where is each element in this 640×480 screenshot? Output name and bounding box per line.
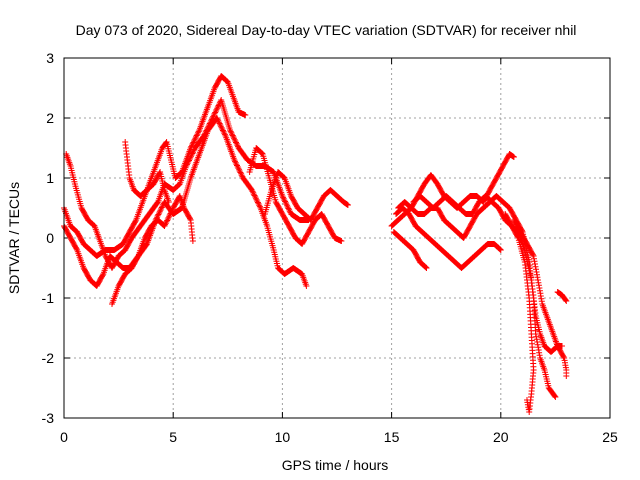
y-tick-label: -3 (42, 410, 55, 426)
x-tick-label: 0 (60, 429, 68, 445)
data-point-markers (388, 151, 517, 229)
data-points (61, 73, 570, 415)
data-point-markers (122, 139, 172, 205)
data-point-markers (502, 211, 537, 415)
series-arc-7 (261, 169, 351, 223)
y-axis-label: SDTVAR / TECUs (6, 182, 22, 294)
series-arc-15 (554, 289, 570, 304)
data-point-markers (61, 115, 310, 289)
y-tick-label: -1 (42, 290, 55, 306)
series-arc-6 (246, 145, 345, 247)
y-tick-label: 2 (46, 110, 54, 126)
series-arc-10 (393, 205, 504, 271)
x-axis-label: GPS time / hours (282, 457, 389, 473)
series-arc-13 (502, 211, 537, 415)
data-point-markers (510, 217, 565, 349)
series-arc-5 (122, 139, 172, 205)
x-tick-label: 5 (169, 429, 177, 445)
data-point-markers (246, 145, 345, 247)
data-point-markers (261, 169, 351, 223)
chart-title: Day 073 of 2020, Sidereal Day-to-day VTE… (76, 22, 577, 38)
x-tick-label: 25 (602, 429, 618, 445)
axis-ticks: 0 5 10 15 20 25 -3 -2 -1 0 1 2 3 (42, 50, 618, 445)
series-arc-8 (388, 151, 517, 229)
y-tick-label: 0 (46, 230, 54, 246)
series-arc-9 (390, 229, 430, 271)
x-tick-label: 15 (384, 429, 400, 445)
series-arc-14 (510, 217, 565, 349)
series-arc-3 (61, 115, 310, 289)
data-point-markers (109, 193, 196, 307)
data-point-markers (410, 193, 570, 379)
series-arc-4 (109, 193, 196, 307)
plot-frame (63, 57, 611, 419)
data-point-markers (390, 229, 430, 271)
y-tick-label: -2 (42, 350, 55, 366)
y-tick-label: 3 (46, 50, 54, 66)
y-tick-label: 1 (46, 170, 54, 186)
x-tick-label: 10 (275, 429, 291, 445)
x-tick-label: 20 (493, 429, 509, 445)
data-point-markers (393, 205, 504, 271)
data-point-markers (554, 289, 570, 304)
series-arc-12 (410, 193, 570, 379)
